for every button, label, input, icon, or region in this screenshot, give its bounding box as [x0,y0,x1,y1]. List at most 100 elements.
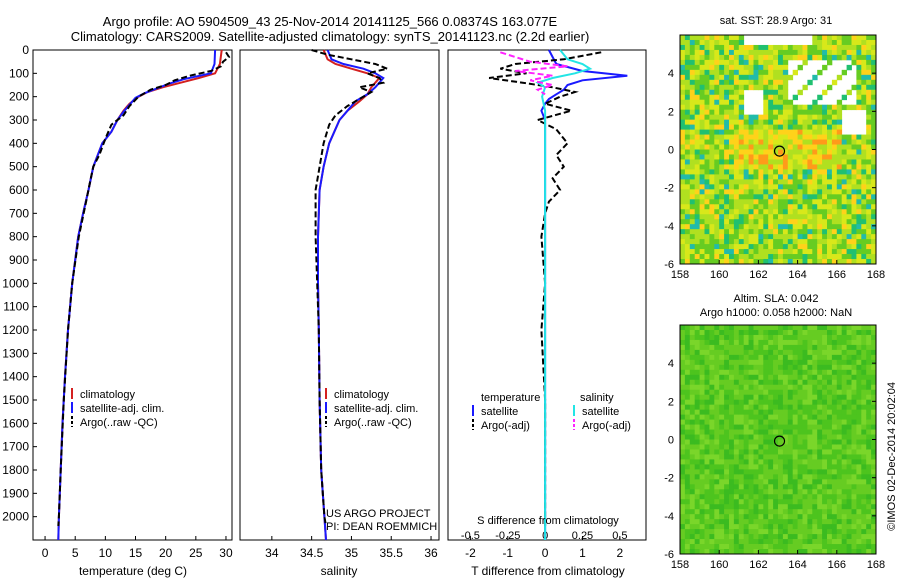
map-cell [684,244,691,250]
map-cell [709,194,715,200]
map-cell [699,184,705,190]
map-cell [782,74,789,81]
map-cell [763,494,769,500]
map-cell [807,449,813,455]
map-cell [680,124,686,130]
map-cell [836,539,843,545]
map-cell [807,174,813,180]
map-cell [812,354,818,361]
map-cell [778,119,784,126]
map-cell [778,534,784,540]
map-cell [817,464,823,470]
map-cell [753,359,759,366]
map-cell [724,84,730,91]
map-cell [831,524,838,530]
map-cell [719,379,725,386]
map-cell [699,124,705,130]
map-cell [753,149,759,155]
map-cell [856,35,862,41]
map-cell [699,444,705,450]
map-x-tick-label: 166 [828,269,846,281]
map-cell [866,224,872,230]
map-cell [699,139,705,145]
map-cell [753,74,759,81]
map-cell [846,494,852,500]
map-cell [729,544,735,550]
map-cell [866,169,872,175]
map-cell [861,409,867,416]
map-cell [827,499,833,505]
map-cell [856,409,862,416]
map-cell [733,124,740,130]
map-cell [841,69,847,76]
map-cell [763,349,769,356]
y-tick-label: 1900 [2,486,29,500]
map-cell [787,494,794,500]
map-cell [846,149,852,155]
map-cell [812,224,818,230]
map-cell [763,134,769,140]
map-cell [738,224,745,230]
map-cell [694,549,700,555]
map-cell [831,414,838,420]
map-cell [689,44,696,51]
map-cell [866,234,872,240]
map-cell [802,384,808,391]
map-cell [773,249,779,255]
map-cell [792,379,798,386]
map-cell [812,374,818,381]
map-cell [733,79,740,86]
map-cell [778,214,784,220]
map-cell [778,69,784,76]
map-cell [812,409,818,416]
map-cell [778,519,784,525]
map-cell [782,469,789,475]
map-cell [827,479,833,485]
map-cell [748,199,754,205]
map-cell [733,129,740,135]
map-cell [871,99,877,106]
map-cell [714,394,720,401]
map-cell [861,204,867,210]
map-cell [738,379,745,386]
map-cell [758,504,764,510]
map-cell [871,199,877,205]
map-cell [831,124,838,130]
map-cell [704,474,710,480]
map-cell [836,244,843,250]
map-cell [866,369,872,376]
map-cell [866,354,872,361]
map-cell [738,449,745,455]
map-cell [807,354,813,361]
map-cell [782,114,789,121]
map-cell [797,114,803,121]
map-cell [797,459,803,465]
map-cell [782,149,789,155]
map-cell [792,464,798,470]
map-cell [836,139,843,145]
map-cell [694,129,700,135]
map-cell [763,529,769,535]
map-cell [831,534,838,540]
map-cell [797,144,803,150]
map-cell [778,229,784,235]
map-cell [704,229,710,235]
map-cell [733,259,740,265]
map-cell [748,349,754,356]
map-cell [758,325,764,331]
map-cell [831,384,838,391]
map-cell [709,444,715,450]
map-cell [768,504,774,510]
map-cell [851,479,857,485]
map-cell [836,329,843,336]
map-cell [680,229,686,235]
map-cell [763,394,769,401]
map-cell [724,359,730,366]
map-cell [724,459,730,465]
map-cell [709,184,715,190]
map-cell [841,184,847,190]
map-cell [866,529,872,535]
map-cell [802,214,808,220]
map-cell [738,234,745,240]
map-cell [841,499,847,505]
